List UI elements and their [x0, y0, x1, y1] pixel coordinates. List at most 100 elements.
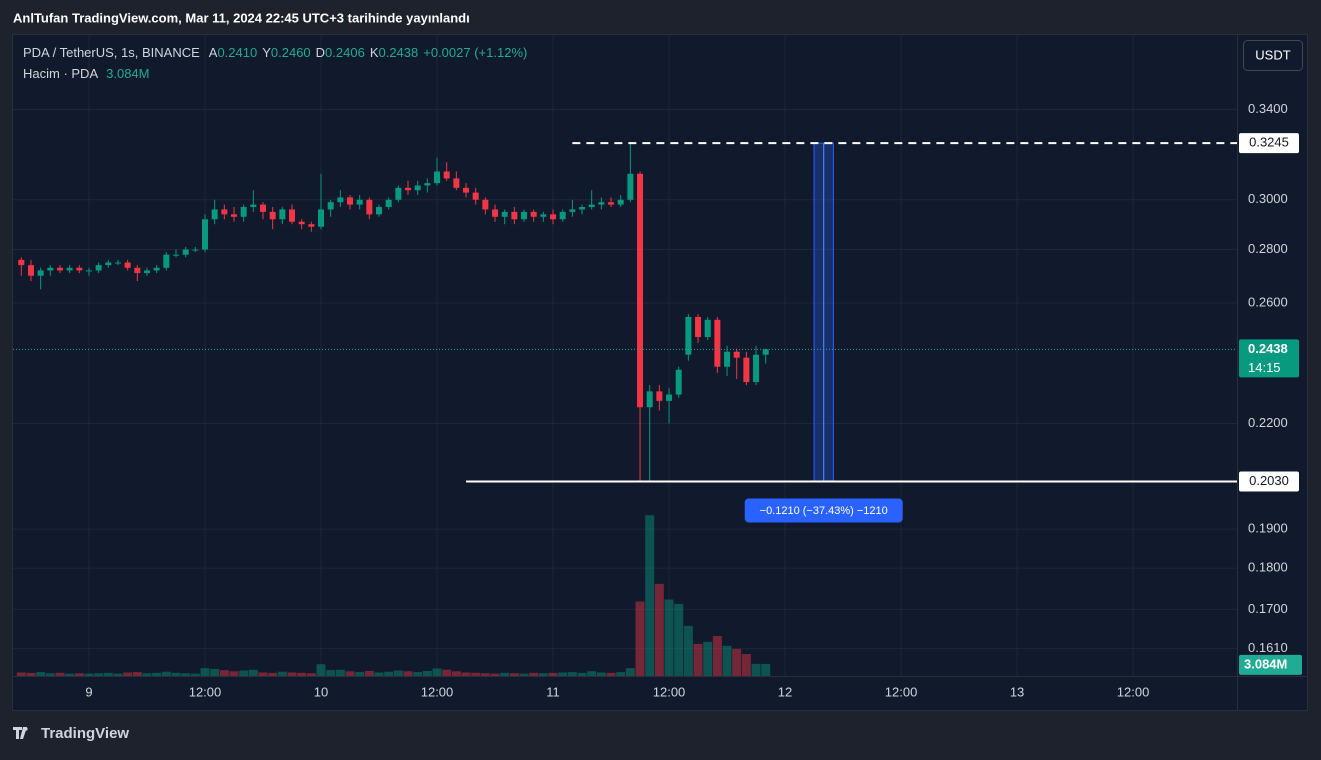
candle-body [27, 265, 34, 276]
candle-body [463, 187, 470, 193]
candle-body [250, 204, 257, 208]
volume-bar [181, 673, 191, 676]
candle-body [608, 202, 615, 205]
volume-bar [664, 599, 674, 676]
volume-bar [277, 671, 287, 676]
candle-body [627, 173, 634, 200]
candle-body [163, 254, 170, 268]
y-tick-label: 0.1700 [1248, 601, 1288, 616]
volume-bar [403, 671, 413, 676]
volume-bar [577, 672, 587, 676]
ohlc-value: 0.2406 [325, 45, 365, 60]
candle-body [240, 207, 247, 217]
price-label: 0.3245 [1249, 135, 1289, 150]
volume-bar [703, 641, 713, 676]
volume-bar [74, 673, 84, 676]
candle-body [192, 249, 199, 251]
candle-body [714, 319, 721, 367]
candle-body [260, 204, 267, 212]
candle-body [114, 262, 121, 264]
y-tick-label: 0.2800 [1248, 241, 1288, 256]
volume-bar [674, 603, 684, 676]
candle-body [675, 369, 682, 395]
candle-body [95, 265, 102, 271]
candle-body [724, 351, 731, 367]
candle-body [405, 187, 412, 191]
x-tick-label: 13 [1010, 684, 1024, 699]
volume-bar [596, 672, 606, 676]
overlays: −0.1210 (−37.43%) −1210 0.3245 0.2030 0.243… [13, 133, 1302, 675]
volume-bar [693, 643, 703, 676]
currency-label[interactable]: USDT [1255, 47, 1290, 62]
candle-body [733, 351, 740, 358]
x-tick-label: 12:00 [653, 684, 686, 699]
candle-body [327, 202, 334, 210]
volume-legend: Hacim · PDA 3.084M [23, 66, 150, 81]
x-tick-label: 12 [778, 684, 792, 699]
volume-bar [364, 670, 374, 676]
volume-bar [374, 672, 384, 676]
candle-body [559, 211, 566, 220]
volume-bar [761, 663, 771, 676]
volume-bar [490, 673, 500, 676]
candle-body [646, 391, 653, 408]
measure-label: −0.1210 (−37.43%) −1210 [760, 505, 888, 517]
candle-body [56, 267, 63, 271]
volume-bar [132, 672, 142, 676]
x-tick-label: 12:00 [885, 684, 918, 699]
candle-body [762, 349, 769, 355]
ohlc-value: 0.2460 [271, 45, 311, 60]
candle-body [424, 183, 431, 186]
x-tick-label: 10 [314, 684, 328, 699]
x-tick-label: 12:00 [1117, 684, 1150, 699]
candle-body [76, 267, 83, 271]
volume-bar [451, 671, 461, 676]
candle-body [753, 354, 760, 383]
candle-body [453, 178, 460, 188]
volume-bar [171, 672, 181, 676]
candle-body [18, 259, 25, 266]
volume-bar [587, 671, 597, 676]
volume-bar [142, 673, 152, 676]
logo-dot [24, 727, 28, 731]
volume-bar [471, 672, 481, 676]
candle-body [550, 214, 557, 220]
volume-bar [461, 672, 471, 676]
volume-bar [442, 669, 452, 676]
candle-body [685, 316, 692, 355]
ohlc-label: A [209, 45, 218, 60]
volume-label: 3.084M [1244, 656, 1287, 671]
candle-body [530, 211, 537, 217]
candle-body [588, 204, 595, 208]
y-tick-label: 0.3400 [1248, 101, 1288, 116]
volume-bar [103, 672, 113, 676]
candle-body [105, 262, 112, 266]
volume-bar [654, 583, 664, 676]
price-label: 0.2030 [1249, 473, 1289, 488]
price-label-box [1239, 133, 1299, 154]
candle-body [37, 270, 44, 276]
candle-body [743, 357, 750, 383]
currency-button[interactable] [1243, 40, 1303, 71]
volume-bar [519, 673, 529, 676]
volume-bar [345, 671, 355, 676]
volume-bar [258, 672, 268, 676]
candle-body [501, 211, 508, 217]
logo-mark [13, 727, 27, 739]
candle-body [492, 209, 499, 217]
symbol: PDA / TetherUS, 1s, BINANCE [23, 45, 200, 60]
volume-bar [625, 668, 635, 676]
ohlc-value: 0.2438 [378, 45, 418, 60]
candle-body [124, 262, 131, 268]
candle-body [279, 209, 286, 220]
volume-bar [229, 671, 239, 676]
candle-body [308, 224, 315, 227]
volume-bar [65, 673, 75, 676]
chart-frame [12, 34, 1308, 711]
candle-body [153, 267, 160, 271]
volume-label-box [1239, 654, 1302, 675]
volume-bar [239, 670, 249, 676]
candle-body [230, 214, 237, 217]
volume-bar [152, 672, 162, 676]
candle-body [201, 219, 208, 250]
